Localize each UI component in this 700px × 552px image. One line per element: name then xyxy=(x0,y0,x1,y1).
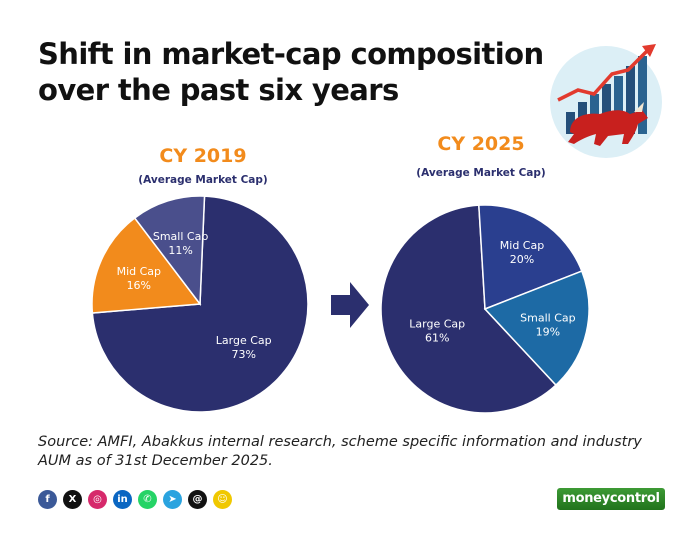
pie-slice-mid-cap-2019 xyxy=(91,216,202,314)
pie-labels-2025: Large Cap 61% Mid Cap 20% Small Cap 19% xyxy=(409,239,575,344)
threads-icon[interactable]: @ xyxy=(188,490,207,509)
x-icon[interactable]: X xyxy=(63,490,82,509)
facebook-icon[interactable]: f xyxy=(38,490,57,509)
bull-market-illustration xyxy=(550,44,662,158)
telegram-icon[interactable]: ➤ xyxy=(163,490,182,509)
transition-arrow-icon xyxy=(331,282,369,328)
title-line-1: Shift in market-cap composition xyxy=(38,37,544,71)
linkedin-icon[interactable]: in xyxy=(113,490,132,509)
pie-labels-2019: Large Cap 73% Mid Cap 16% Small Cap 11% xyxy=(117,230,272,361)
slice-label-mid-cap-2025: Mid Cap 20% xyxy=(500,239,544,266)
moneycontrol-logo: moneycontrol xyxy=(557,488,665,510)
instagram-icon[interactable]: ◎ xyxy=(88,490,107,509)
slice-label-large-cap-2025: Large Cap 61% xyxy=(409,318,465,345)
whatsapp-icon[interactable]: ✆ xyxy=(138,490,157,509)
snapchat-icon[interactable]: ☺ xyxy=(213,490,232,509)
pie-slices-2019 xyxy=(91,195,309,413)
pie-title-2019: CY 2019 xyxy=(159,145,246,167)
pie-slice-mid-cap-2025 xyxy=(478,204,583,311)
chart-title: Shift in market-cap composition over the… xyxy=(38,36,544,108)
pie-chart-2025: CY 2025 (Average Market Cap) Large Cap 61… xyxy=(380,133,590,414)
slice-label-mid-cap-2019: Mid Cap 16% xyxy=(117,265,161,292)
pie-slice-small-cap-2025 xyxy=(483,270,590,387)
pie-subtitle-2019: (Average Market Cap) xyxy=(138,174,267,186)
pie-chart-2019: CY 2019 (Average Market Cap) Large Cap 73… xyxy=(91,145,309,413)
social-share-bar: f X ◎ in ✆ ➤ @ ☺ xyxy=(38,490,232,509)
title-line-2: over the past six years xyxy=(38,73,399,107)
source-note: Source: AMFI, Abakkus internal research,… xyxy=(38,434,642,469)
slice-label-small-cap-2019: Small Cap 11% xyxy=(153,230,208,257)
pie-subtitle-2025: (Average Market Cap) xyxy=(416,167,545,179)
pie-slice-small-cap-2019 xyxy=(133,195,206,307)
slice-label-large-cap-2019: Large Cap 73% xyxy=(216,334,272,361)
pie-title-2025: CY 2025 xyxy=(437,133,524,155)
pie-slices-2025 xyxy=(380,204,590,414)
pie-charts: CY 2019 (Average Market Cap) Large Cap 73… xyxy=(91,133,590,414)
pie-slice-large-cap-2025 xyxy=(380,204,557,414)
slice-label-small-cap-2025: Small Cap 19% xyxy=(520,311,575,338)
